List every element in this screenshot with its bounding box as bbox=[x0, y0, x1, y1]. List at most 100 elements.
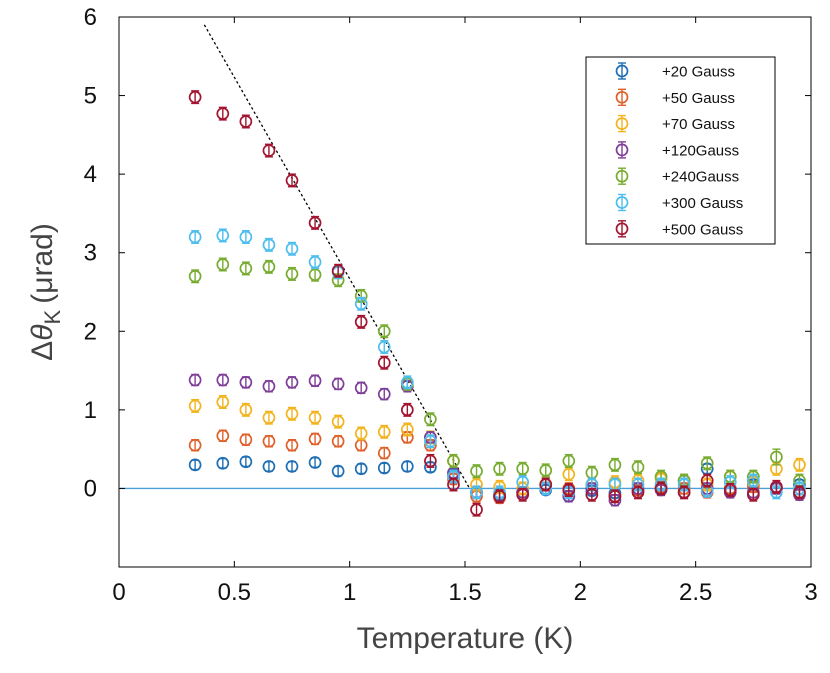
data-point bbox=[493, 462, 506, 476]
legend-label: +70 Gauss bbox=[662, 116, 735, 133]
legend-box bbox=[585, 56, 776, 245]
legend-item: +70 Gauss bbox=[615, 114, 735, 133]
data-point bbox=[377, 340, 391, 354]
y-tick-label: 1 bbox=[84, 397, 97, 424]
data-point bbox=[377, 324, 391, 338]
data-point bbox=[331, 434, 345, 448]
data-point bbox=[216, 373, 230, 387]
x-tick-label: 1 bbox=[343, 579, 356, 606]
data-point bbox=[723, 483, 737, 497]
x-tick-label: 2 bbox=[574, 579, 587, 606]
x-tick-label: 1.5 bbox=[448, 579, 481, 606]
legend-label: +120Gauss bbox=[662, 142, 739, 159]
data-point bbox=[216, 258, 230, 271]
data-point bbox=[216, 107, 230, 120]
data-point bbox=[262, 434, 276, 448]
data-point bbox=[216, 429, 230, 443]
x-tick-label: 3 bbox=[804, 579, 817, 606]
data-point bbox=[239, 262, 253, 275]
data-point bbox=[447, 478, 460, 491]
data-point bbox=[539, 478, 553, 491]
series-5 bbox=[188, 257, 806, 488]
data-point bbox=[262, 460, 276, 473]
legend-item: +50 Gauss bbox=[615, 88, 735, 107]
data-point bbox=[354, 381, 368, 395]
data-point bbox=[793, 458, 806, 472]
data-point bbox=[308, 411, 322, 425]
data-point bbox=[562, 483, 576, 497]
axis-ticks: 0 0.5 1 1.5 2 2.5 3 0 1 2 3 4 5 6 bbox=[84, 4, 818, 606]
data-point bbox=[354, 297, 368, 311]
data-point bbox=[516, 488, 530, 502]
data-point bbox=[562, 454, 576, 468]
fit-line-segment bbox=[203, 24, 471, 489]
y-axis-label-theta: θ bbox=[26, 324, 59, 341]
data-point bbox=[216, 456, 230, 470]
series-7 bbox=[188, 90, 806, 517]
data-point bbox=[700, 474, 714, 487]
data-point bbox=[377, 387, 391, 401]
x-axis-label: Temperature (K) bbox=[357, 622, 574, 655]
data-point bbox=[770, 480, 783, 494]
data-point bbox=[285, 242, 299, 256]
data-point bbox=[631, 486, 645, 499]
data-point bbox=[216, 229, 230, 242]
data-point bbox=[331, 264, 345, 278]
data-point bbox=[239, 455, 253, 469]
data-point bbox=[377, 446, 391, 460]
y-tick-label: 3 bbox=[84, 240, 97, 267]
linear-fit-line bbox=[203, 24, 471, 489]
legend-item: +500 Gauss bbox=[615, 220, 743, 238]
data-point bbox=[331, 415, 345, 428]
data-point bbox=[285, 407, 299, 421]
data-point bbox=[239, 230, 253, 244]
x-tick-label: 0.5 bbox=[218, 579, 251, 606]
data-point bbox=[239, 433, 253, 447]
data-point bbox=[308, 255, 322, 269]
legend-marker bbox=[615, 117, 629, 130]
data-point bbox=[424, 434, 437, 448]
y-axis-label-delta: Δ bbox=[26, 341, 59, 361]
data-point bbox=[793, 486, 806, 499]
data-point bbox=[516, 475, 530, 489]
data-point bbox=[654, 482, 668, 495]
legend-label: +50 Gauss bbox=[662, 90, 735, 107]
data-point bbox=[285, 267, 299, 281]
data-point bbox=[770, 450, 783, 464]
y-axis-label-unit: (μrad) bbox=[26, 223, 59, 304]
data-point bbox=[188, 399, 202, 413]
legend-marker bbox=[615, 90, 629, 104]
y-tick-label: 5 bbox=[84, 83, 97, 110]
data-point bbox=[377, 356, 391, 370]
y-axis-label: ΔθK (μrad) bbox=[26, 223, 65, 361]
data-point bbox=[308, 216, 322, 230]
data-point bbox=[400, 403, 414, 417]
data-point bbox=[608, 489, 622, 503]
x-tick-label: 2.5 bbox=[679, 579, 712, 606]
data-point bbox=[516, 462, 530, 476]
data-point bbox=[285, 438, 299, 452]
data-point bbox=[746, 488, 760, 502]
data-point bbox=[188, 90, 202, 104]
data-point bbox=[562, 467, 576, 481]
data-point bbox=[746, 474, 760, 487]
legend-item: +120Gauss bbox=[615, 141, 739, 159]
data-point bbox=[539, 464, 553, 477]
data-point bbox=[424, 454, 437, 468]
data-point bbox=[262, 411, 276, 425]
data-point bbox=[262, 238, 276, 252]
legend-label: +20 Gauss bbox=[662, 64, 735, 81]
data-point bbox=[470, 503, 483, 516]
data-point bbox=[239, 115, 253, 128]
data-point bbox=[188, 373, 202, 387]
y-axis-label-subscript: K bbox=[40, 309, 65, 324]
data-point bbox=[447, 454, 460, 468]
legend-marker bbox=[615, 143, 629, 157]
y-tick-label: 0 bbox=[84, 475, 97, 502]
legend-item: +300 Gauss bbox=[615, 193, 743, 212]
data-point bbox=[188, 269, 202, 283]
data-point bbox=[400, 376, 414, 389]
data-point bbox=[262, 144, 276, 157]
data-series bbox=[188, 90, 806, 517]
